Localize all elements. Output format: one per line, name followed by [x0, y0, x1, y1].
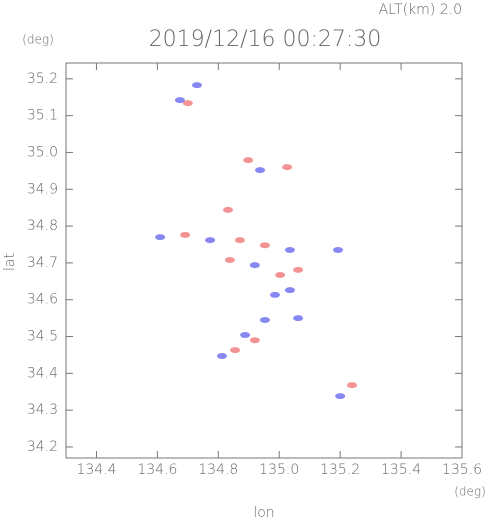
x-tick-label: 135.4 — [381, 462, 421, 478]
echo-point — [240, 332, 251, 339]
y-tick-label: 34.6 — [27, 292, 58, 308]
y-axis-label: lat — [2, 253, 18, 271]
y-tick-label: 34.9 — [27, 181, 58, 197]
y-unit: (deg) — [22, 33, 54, 47]
y-tick-label: 34.3 — [27, 402, 58, 418]
echo-point — [234, 237, 245, 244]
echo-point — [282, 164, 293, 171]
y-tick-label: 34.7 — [27, 255, 58, 271]
altitude-label: ALT(km) 2.0 — [379, 2, 462, 18]
chart-title: 2019/12/16 00:27:30 — [149, 27, 382, 52]
x-tick-label: 135.2 — [320, 462, 360, 478]
echo-point — [259, 316, 270, 323]
y-tick-label: 34.4 — [27, 365, 58, 381]
x-unit: (deg) — [454, 485, 486, 499]
echo-point — [293, 315, 304, 322]
y-tick-label: 34.5 — [27, 329, 58, 345]
echo-point — [259, 242, 270, 249]
x-tick-label: 134.6 — [137, 462, 177, 478]
echo-point — [230, 347, 241, 354]
echo-point — [191, 82, 202, 89]
echo-point — [275, 272, 286, 279]
echo-point — [180, 231, 191, 238]
plot-frame — [65, 62, 463, 459]
echo-point — [243, 157, 254, 164]
echo-point — [249, 262, 260, 269]
echo-point — [333, 247, 344, 254]
y-tick-label: 34.2 — [27, 439, 58, 455]
x-tick-label: 134.8 — [198, 462, 238, 478]
y-tick-label: 34.8 — [27, 218, 58, 234]
echo-point — [284, 287, 295, 294]
echo-point — [255, 167, 266, 174]
echo-point — [182, 100, 193, 107]
echo-point — [335, 393, 346, 400]
echo-point — [223, 206, 234, 213]
echo-point — [347, 382, 358, 389]
echo-point — [174, 97, 185, 104]
echo-point — [284, 247, 295, 254]
echo-point — [155, 234, 166, 241]
echo-point — [249, 337, 260, 344]
echo-point — [224, 256, 235, 263]
x-tick-label: 135.0 — [259, 462, 299, 478]
y-tick-label: 35.0 — [27, 144, 58, 160]
x-axis-label: lon — [253, 505, 274, 521]
echo-point — [205, 237, 216, 244]
echo-point — [269, 291, 280, 298]
y-tick-label: 35.2 — [27, 71, 58, 87]
echo-point — [293, 266, 304, 273]
echo-point — [216, 353, 227, 360]
y-tick-label: 35.1 — [27, 108, 58, 124]
x-tick-label: 134.4 — [76, 462, 116, 478]
x-tick-label: 135.6 — [442, 462, 482, 478]
